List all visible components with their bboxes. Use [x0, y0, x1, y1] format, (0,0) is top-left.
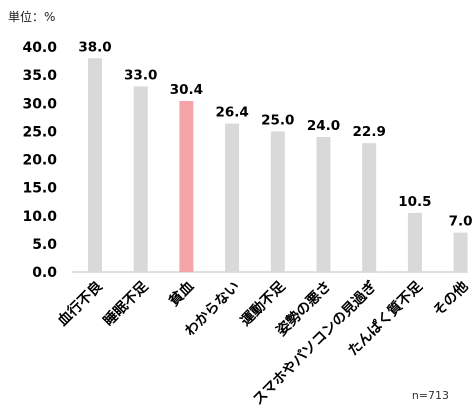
bar — [453, 232, 468, 272]
bar — [270, 131, 285, 272]
sample-size-note: n=713 — [411, 389, 449, 402]
bar — [88, 58, 102, 272]
x-category-label: 睡眠不足 — [101, 278, 153, 330]
bar-value-label: 22.9 — [353, 124, 386, 140]
y-tick-label: 20.0 — [22, 153, 57, 169]
y-tick-label: 10.0 — [22, 209, 57, 225]
bar — [316, 137, 331, 272]
y-tick-label: 15.0 — [22, 181, 57, 197]
x-category-label: その他 — [430, 278, 472, 320]
y-tick-label: 30.0 — [22, 96, 57, 112]
x-category-label: 血行不良 — [54, 278, 106, 330]
x-category-label: 貧血 — [165, 278, 197, 310]
bar-value-label: 10.5 — [398, 194, 431, 210]
bar — [225, 123, 240, 272]
bar-value-label: 33.0 — [124, 67, 157, 83]
bar-value-label: 38.0 — [78, 39, 111, 55]
y-tick-label: 35.0 — [22, 68, 57, 84]
bar — [407, 212, 422, 272]
unit-label: 単位：% — [8, 10, 56, 24]
bar-value-label: 7.0 — [449, 214, 473, 230]
y-tick-label: 25.0 — [22, 124, 57, 140]
bar-value-label: 25.0 — [261, 112, 294, 128]
bar — [133, 86, 148, 272]
y-tick-label: 5.0 — [32, 237, 57, 253]
bar — [362, 143, 377, 272]
bar-value-label: 24.0 — [307, 118, 340, 134]
y-tick-label: 0.0 — [32, 265, 57, 281]
bar-value-label: 30.4 — [170, 82, 203, 98]
y-tick-label: 40.0 — [22, 40, 57, 56]
bar-value-label: 26.4 — [215, 105, 248, 121]
bar — [179, 101, 194, 272]
